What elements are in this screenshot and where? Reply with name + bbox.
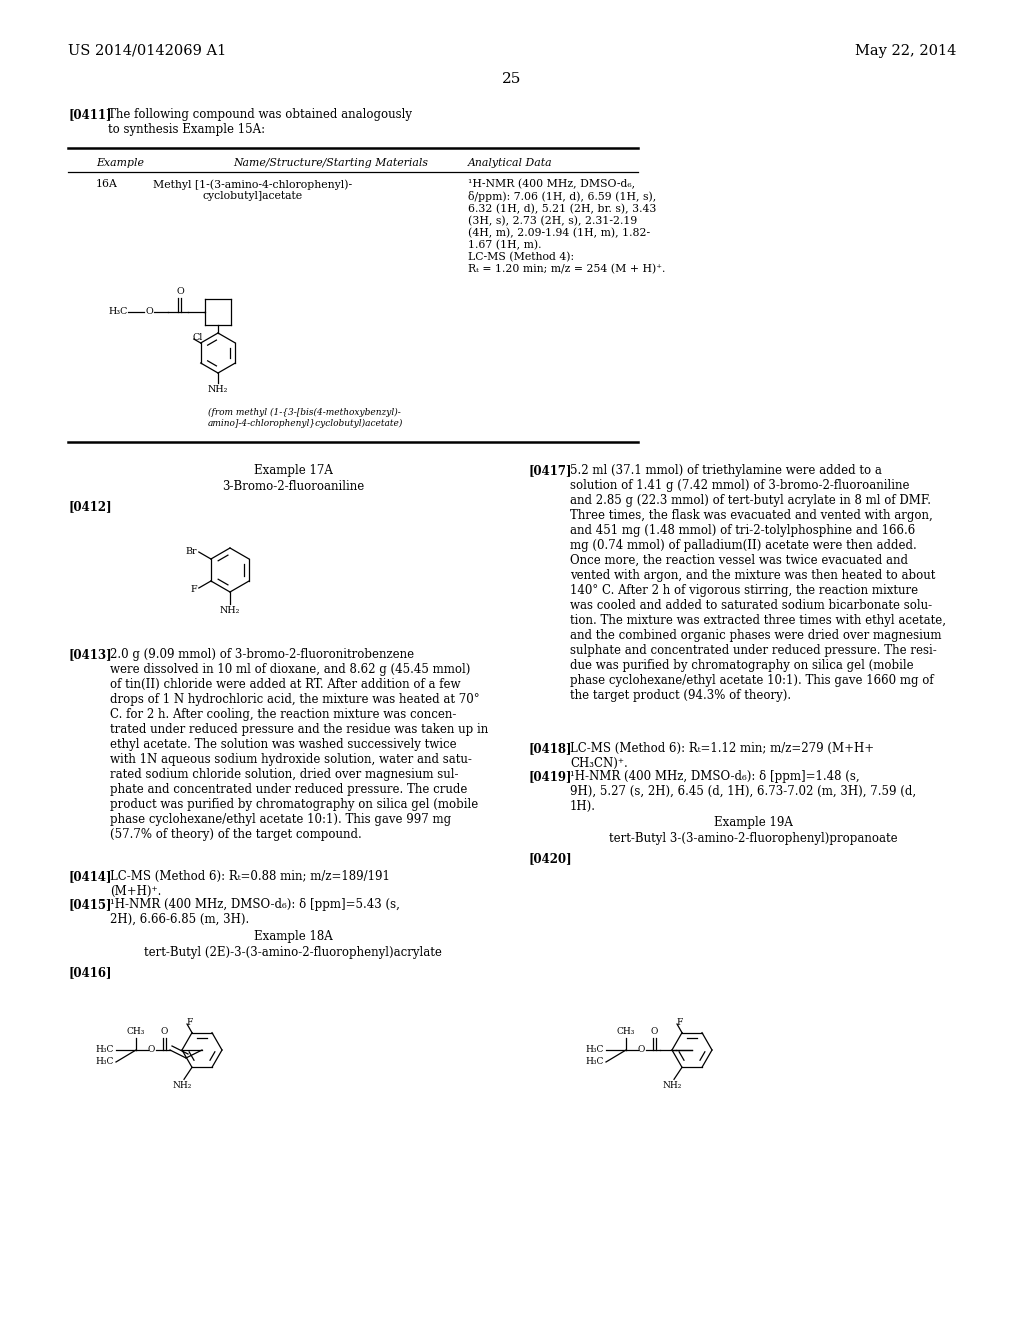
Text: 5.2 ml (37.1 mmol) of triethylamine were added to a
solution of 1.41 g (7.42 mmo: 5.2 ml (37.1 mmol) of triethylamine were… bbox=[570, 465, 946, 702]
Text: Methyl [1-(3-amino-4-chlorophenyl)-
cyclobutyl]acetate: Methyl [1-(3-amino-4-chlorophenyl)- cycl… bbox=[154, 180, 352, 201]
Text: Example 18A: Example 18A bbox=[254, 931, 333, 942]
Text: [0414]: [0414] bbox=[68, 870, 112, 883]
Text: (from methyl (1-{3-[bis(4-methoxybenzyl)-
amino]-4-chlorophenyl}cyclobutyl)aceta: (from methyl (1-{3-[bis(4-methoxybenzyl)… bbox=[208, 408, 403, 428]
Text: [0417]: [0417] bbox=[528, 465, 571, 477]
Text: ¹H-NMR (400 MHz, DMSO-d₆,
δ/ppm): 7.06 (1H, d), 6.59 (1H, s),
6.32 (1H, d), 5.21: ¹H-NMR (400 MHz, DMSO-d₆, δ/ppm): 7.06 (… bbox=[468, 180, 666, 275]
Text: [0412]: [0412] bbox=[68, 500, 112, 513]
Text: LC-MS (Method 6): Rₜ=1.12 min; m/z=279 (M+H+
CH₃CN)⁺.: LC-MS (Method 6): Rₜ=1.12 min; m/z=279 (… bbox=[570, 742, 874, 770]
Text: 25: 25 bbox=[503, 73, 521, 86]
Text: [0413]: [0413] bbox=[68, 648, 112, 661]
Text: [0418]: [0418] bbox=[528, 742, 571, 755]
Text: O: O bbox=[176, 286, 184, 296]
Text: The following compound was obtained analogously
to synthesis Example 15A:: The following compound was obtained anal… bbox=[108, 108, 412, 136]
Text: ¹H-NMR (400 MHz, DMSO-d₆): δ [ppm]=5.43 (s,
2H), 6.66-6.85 (m, 3H).: ¹H-NMR (400 MHz, DMSO-d₆): δ [ppm]=5.43 … bbox=[110, 898, 400, 927]
Text: O: O bbox=[650, 1027, 657, 1036]
Text: Cl: Cl bbox=[193, 334, 203, 342]
Text: H₃C: H₃C bbox=[586, 1045, 604, 1055]
Text: [0411]: [0411] bbox=[68, 108, 112, 121]
Text: [0419]: [0419] bbox=[528, 770, 571, 783]
Text: 2.0 g (9.09 mmol) of 3-bromo-2-fluoronitrobenzene
were dissolved in 10 ml of dio: 2.0 g (9.09 mmol) of 3-bromo-2-fluoronit… bbox=[110, 648, 488, 841]
Text: NH₂: NH₂ bbox=[208, 385, 228, 393]
Text: O: O bbox=[638, 1045, 645, 1055]
Text: Name/Structure/Starting Materials: Name/Structure/Starting Materials bbox=[233, 158, 428, 168]
Text: H₃C: H₃C bbox=[109, 308, 128, 317]
Text: May 22, 2014: May 22, 2014 bbox=[855, 44, 956, 58]
Text: [0415]: [0415] bbox=[68, 898, 112, 911]
Text: CH₃: CH₃ bbox=[616, 1027, 635, 1036]
Text: F: F bbox=[190, 585, 197, 594]
Text: 16A: 16A bbox=[96, 180, 118, 189]
Text: [0416]: [0416] bbox=[68, 966, 112, 979]
Text: H₃C: H₃C bbox=[95, 1057, 114, 1067]
Text: O: O bbox=[161, 1027, 168, 1036]
Text: Example 17A: Example 17A bbox=[254, 465, 333, 477]
Text: tert-Butyl (2E)-3-(3-amino-2-fluorophenyl)acrylate: tert-Butyl (2E)-3-(3-amino-2-fluoropheny… bbox=[144, 946, 442, 960]
Text: Example: Example bbox=[96, 158, 144, 168]
Text: LC-MS (Method 6): Rₜ=0.88 min; m/z=189/191
(M+H)⁺.: LC-MS (Method 6): Rₜ=0.88 min; m/z=189/1… bbox=[110, 870, 390, 898]
Text: NH₂: NH₂ bbox=[172, 1081, 191, 1090]
Text: O: O bbox=[148, 1045, 156, 1055]
Text: NH₂: NH₂ bbox=[220, 606, 241, 615]
Text: CH₃: CH₃ bbox=[127, 1027, 145, 1036]
Text: tert-Butyl 3-(3-amino-2-fluorophenyl)propanoate: tert-Butyl 3-(3-amino-2-fluorophenyl)pro… bbox=[608, 832, 897, 845]
Text: Example 19A: Example 19A bbox=[714, 816, 793, 829]
Text: H₃C: H₃C bbox=[95, 1045, 114, 1055]
Text: F: F bbox=[186, 1018, 193, 1027]
Text: O: O bbox=[145, 308, 153, 317]
Text: F: F bbox=[676, 1018, 682, 1027]
Text: H₃C: H₃C bbox=[586, 1057, 604, 1067]
Text: ¹H-NMR (400 MHz, DMSO-d₆): δ [ppm]=1.48 (s,
9H), 5.27 (s, 2H), 6.45 (d, 1H), 6.7: ¹H-NMR (400 MHz, DMSO-d₆): δ [ppm]=1.48 … bbox=[570, 770, 916, 813]
Text: Analytical Data: Analytical Data bbox=[468, 158, 553, 168]
Text: NH₂: NH₂ bbox=[663, 1081, 682, 1090]
Text: [0420]: [0420] bbox=[528, 851, 571, 865]
Text: US 2014/0142069 A1: US 2014/0142069 A1 bbox=[68, 44, 226, 58]
Text: Br: Br bbox=[185, 546, 197, 556]
Text: 3-Bromo-2-fluoroaniline: 3-Bromo-2-fluoroaniline bbox=[222, 480, 365, 492]
